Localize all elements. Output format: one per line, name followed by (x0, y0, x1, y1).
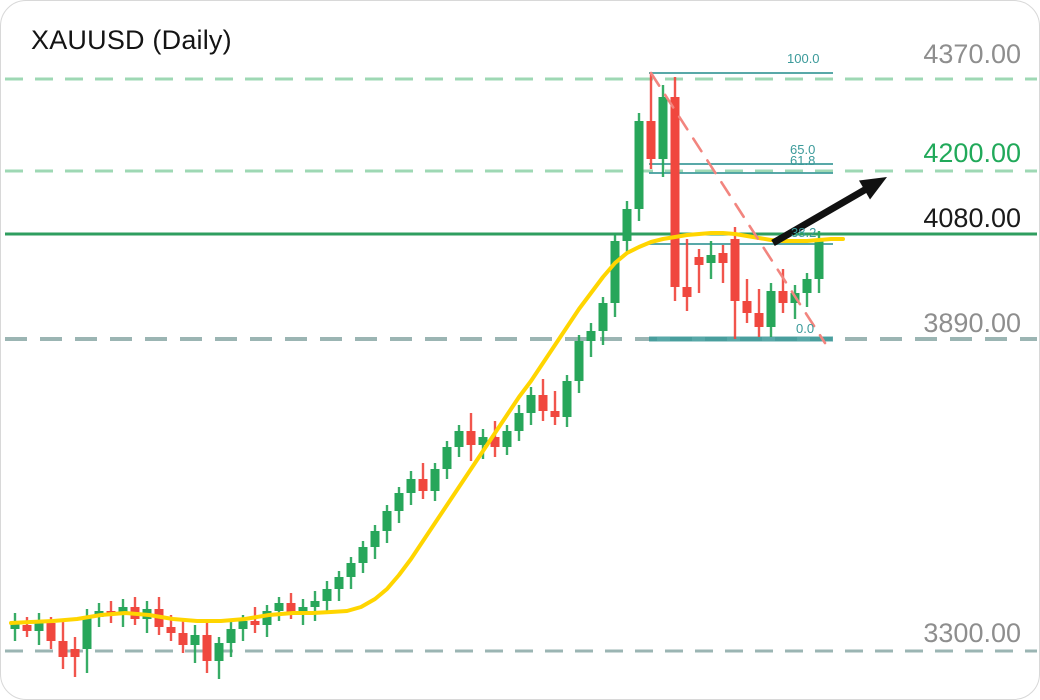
price-label-3300: 3300.00 (923, 618, 1021, 648)
price-label-3890: 3890.00 (923, 308, 1021, 338)
fibonacci-lines (649, 72, 833, 342)
page-title: XAUUSD (Daily) (31, 25, 232, 55)
fib-label-61-8: 61.8 (790, 153, 816, 168)
trendline (649, 71, 827, 345)
moving-average-line (9, 231, 845, 625)
price-label-4370: 4370.00 (923, 39, 1021, 69)
fib-label-0: 0.0 (796, 321, 815, 336)
price-label-4080: 4080.00 (923, 203, 1021, 233)
price-label-4200: 4200.00 (923, 138, 1021, 168)
price-level-lines (5, 77, 1037, 653)
fib-label-38-2: 38.2 (791, 225, 817, 240)
annotation-arrow (771, 177, 887, 247)
fib-label-100: 100.0 (787, 51, 820, 66)
fib-label-65: 65.0 (790, 142, 816, 157)
